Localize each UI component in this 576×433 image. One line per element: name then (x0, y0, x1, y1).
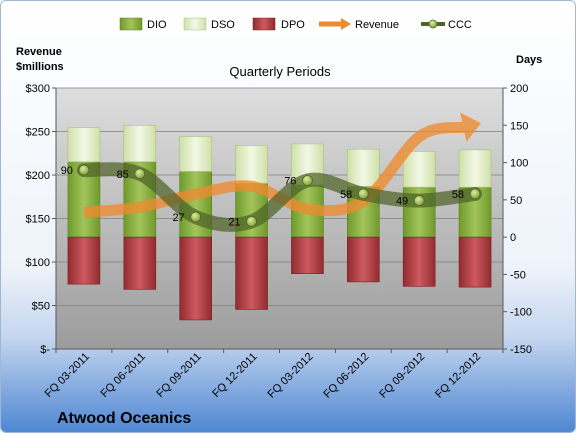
ccc-point-0 (78, 164, 90, 176)
chart-title: Quarterly Periods (229, 64, 331, 79)
legend-revenue-arrow-icon (341, 18, 351, 30)
bar-dpo-0 (67, 236, 101, 285)
left-tick-label-2: $100 (26, 257, 50, 269)
right-tick-label-7: 200 (510, 83, 528, 95)
right-tick-label-1: -100 (510, 307, 532, 319)
bar-dso-0 (67, 127, 101, 163)
ccc-point-3 (246, 216, 257, 227)
right-tick-label-0: -150 (510, 344, 532, 356)
legend-label-dpo: DPO (281, 19, 305, 31)
bars (67, 124, 492, 321)
left-tick-label-4: $200 (26, 170, 50, 182)
ccc-data-label-3: 21 (228, 216, 240, 228)
legend-ccc-marker-icon (428, 19, 438, 29)
left-tick-label-1: $50 (32, 301, 50, 313)
ccc-point-5 (357, 188, 369, 200)
left-tick-label-5: $250 (26, 127, 50, 139)
legend-swatch-dso (183, 17, 207, 31)
ccc-point-7 (469, 188, 481, 200)
legend: DIO DSO DPO Revenue CCC (119, 17, 472, 31)
bar-dpo-3 (235, 236, 268, 310)
legend-swatch-dpo (252, 17, 276, 31)
ccc-data-label-2: 27 (172, 212, 184, 224)
right-tick-label-5: 100 (510, 158, 528, 170)
bar-dpo-7 (458, 236, 492, 288)
ccc-data-label-6: 49 (396, 196, 408, 208)
right-tick-label-3: 0 (510, 232, 516, 244)
company-name: Atwood Oceanics (57, 410, 191, 427)
ccc-data-label-4: 76 (284, 175, 296, 187)
revenue-arrowhead (460, 112, 481, 142)
ccc-data-label-0: 90 (61, 165, 73, 177)
ccc-data-label-5: 58 (340, 189, 352, 201)
ccc-point-1 (134, 168, 146, 180)
legend-label-revenue: Revenue (355, 19, 399, 31)
ccc-line (76, 162, 483, 232)
bar-dso-7 (458, 149, 492, 188)
bar-dso-2 (179, 136, 212, 172)
bar-dso-6 (402, 151, 436, 188)
bar-dpo-2 (179, 236, 212, 321)
ccc-labels: 90 85 27 21 76 58 49 58 (61, 165, 464, 228)
right-tick-label-4: 50 (510, 195, 522, 207)
legend-label-dso: DSO (211, 19, 235, 31)
legend-label-dio: DIO (147, 19, 167, 31)
bar-dso-1 (123, 124, 157, 163)
ccc-point-4 (302, 175, 313, 186)
ccc-point-2 (190, 211, 202, 223)
left-tick-label-6: $300 (26, 83, 50, 95)
left-tick-label-3: $150 (26, 214, 50, 226)
ccc-point-6 (413, 195, 425, 207)
bar-dso-3 (235, 145, 268, 184)
right-axis-title: Days (516, 54, 542, 66)
bar-dpo-4 (291, 236, 324, 274)
bar-dpo-5 (347, 236, 380, 283)
lines (76, 112, 483, 232)
bar-dpo-6 (402, 236, 436, 287)
legend-label-ccc: CCC (448, 19, 472, 31)
legend-swatch-dio (119, 17, 143, 31)
right-tick-label-2: -50 (510, 269, 526, 281)
left-tick-label-0: $- (40, 344, 50, 356)
bar-dpo-1 (123, 236, 157, 290)
right-tick-label-6: 150 (510, 120, 528, 132)
ccc-data-label-7: 58 (452, 189, 464, 201)
left-axis-title-line2: $millions (16, 61, 64, 73)
bar-dso-5 (347, 148, 380, 187)
left-axis-title-line1: Revenue (16, 46, 62, 58)
ccc-data-label-1: 85 (117, 169, 129, 181)
